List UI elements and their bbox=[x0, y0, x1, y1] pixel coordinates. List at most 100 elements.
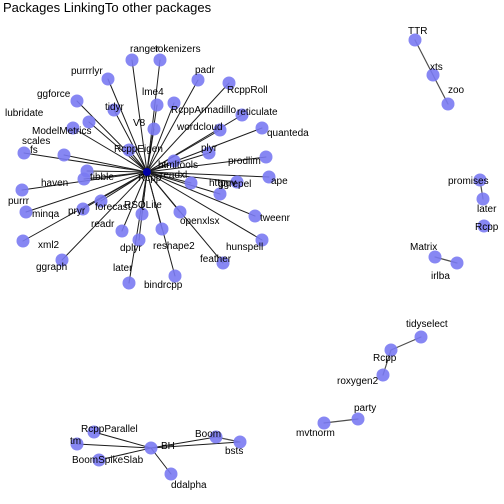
node-label-zoo: zoo bbox=[448, 85, 465, 96]
edge-Rcpp_main-lubridate bbox=[72, 127, 148, 173]
node-Rcpp_main bbox=[143, 168, 151, 176]
node-label-ggraph: ggraph bbox=[36, 262, 67, 273]
node-bsts bbox=[233, 435, 247, 449]
edge-Rcpp_main-V8 bbox=[146, 128, 155, 173]
node-label-purrr: purrr bbox=[8, 196, 30, 207]
node-label-reshape2: reshape2 bbox=[153, 241, 195, 252]
node-label-htmltools: htmltools bbox=[158, 160, 198, 171]
node-lme4 bbox=[150, 98, 164, 112]
node-label-readxl: readxl bbox=[160, 170, 187, 181]
edges-layer bbox=[21, 39, 484, 475]
node-label-plyr: plyr bbox=[201, 143, 218, 154]
node-promises bbox=[473, 173, 487, 187]
node-label-roxygen2: roxygen2 bbox=[337, 376, 379, 387]
node-label-lubridate: lubridate bbox=[5, 108, 44, 119]
node-label-ModelMetrics: ModelMetrics bbox=[32, 126, 91, 137]
edge-Rcpp_main-ggraph bbox=[61, 171, 148, 261]
edge-Rcpp_main-RcppArmadillo bbox=[146, 102, 175, 173]
node-roxygen2 bbox=[376, 368, 390, 382]
node-label-Rcpp_main: Rcpp bbox=[138, 173, 162, 184]
node-tm bbox=[70, 437, 84, 451]
edge-Rcpp_main-tidyr bbox=[113, 109, 148, 173]
node-ranger bbox=[125, 53, 139, 67]
node-fs bbox=[17, 146, 31, 160]
node-label-readr: readr bbox=[91, 219, 115, 230]
edge-Rcpp_main-tokenizers bbox=[146, 59, 161, 173]
node-readr bbox=[115, 224, 129, 238]
edge-Rcpp_main-scales bbox=[63, 154, 148, 173]
node-RcppParallel bbox=[87, 425, 101, 439]
node-label-TTR: TTR bbox=[408, 26, 427, 37]
node-label-dplyr: dplyr bbox=[120, 243, 142, 254]
node-ggforce bbox=[70, 94, 84, 108]
edge-Rcpp_main-later_main bbox=[128, 171, 148, 284]
edge-BH-bsts bbox=[150, 441, 241, 449]
node-later_b bbox=[476, 192, 490, 206]
node-TTR bbox=[408, 33, 422, 47]
node-V8 bbox=[147, 122, 161, 136]
node-label-RSQLite: RSQLite bbox=[124, 200, 162, 211]
node-feather bbox=[216, 256, 230, 270]
edge-Rcpp_main-ranger bbox=[131, 59, 148, 173]
node-label-haven: haven bbox=[41, 178, 68, 189]
edge-BH-BoomSpikeSlab bbox=[98, 447, 152, 461]
node-label-ddalpha: ddalpha bbox=[171, 480, 207, 491]
node-label-promises: promises bbox=[448, 176, 489, 187]
node-hunspell bbox=[255, 233, 269, 247]
node-scales bbox=[57, 148, 71, 162]
node-tokenizers bbox=[153, 53, 167, 67]
node-RcppArmadillo bbox=[167, 96, 181, 110]
node-RcppEigen bbox=[122, 143, 136, 157]
node-label-quanteda: quanteda bbox=[267, 128, 309, 139]
edge-Rcpp_main-tweenr bbox=[146, 171, 256, 217]
node-tidyr bbox=[107, 103, 121, 117]
node-bindrcpp bbox=[168, 269, 182, 283]
node-label-lme4: lme4 bbox=[142, 87, 164, 98]
node-ggrepel bbox=[213, 187, 227, 201]
edge-Rcpp_main-wordcloud bbox=[146, 129, 221, 173]
node-tidyselect bbox=[414, 330, 428, 344]
edge-Rcpp_main-ape bbox=[146, 171, 270, 178]
node-reshape2 bbox=[155, 222, 169, 236]
edge-Rcpp_main-readr bbox=[121, 171, 148, 232]
node-irlba bbox=[450, 256, 464, 270]
node-label-later_main: later bbox=[113, 263, 133, 274]
node-label-tibble: tibble bbox=[90, 172, 114, 183]
node-openxlsx bbox=[173, 205, 187, 219]
node-label-fs: fs bbox=[30, 145, 38, 156]
node-label-tweenr: tweenr bbox=[260, 213, 291, 224]
node-reticulate bbox=[235, 108, 249, 122]
node-Matrix bbox=[428, 250, 442, 264]
node-Boom bbox=[209, 430, 223, 444]
edge-Rcpp_main-purrrlyr bbox=[107, 78, 148, 173]
node-readxl bbox=[184, 176, 198, 190]
node-label-RcppEigen: RcppEigen bbox=[114, 144, 163, 155]
node-purrrlyr bbox=[101, 72, 115, 86]
node-ggraph bbox=[55, 253, 69, 267]
graph-title: Packages LinkingTo other packages bbox=[3, 0, 212, 15]
node-label-prodlim: prodlim bbox=[228, 156, 261, 167]
node-label-tidyr: tidyr bbox=[105, 102, 125, 113]
edge-BH-tm bbox=[76, 443, 152, 449]
node-Rcpp_b bbox=[477, 219, 491, 233]
node-forecast bbox=[94, 194, 108, 208]
node-label-openxlsx: openxlsx bbox=[180, 216, 219, 227]
node-label-pryr: pryr bbox=[68, 206, 86, 217]
node-label-tidyselect: tidyselect bbox=[406, 319, 448, 330]
edge-Rcpp_main-RcppRoll bbox=[146, 82, 230, 173]
node-label-BoomSpikeSlab: BoomSpikeSlab bbox=[72, 455, 144, 466]
node-minqa bbox=[19, 205, 33, 219]
edge-BH-Boom bbox=[150, 436, 217, 449]
node-httpuv bbox=[230, 175, 244, 189]
node-party bbox=[351, 412, 365, 426]
node-prodlim bbox=[259, 150, 273, 164]
node-tweenr bbox=[248, 209, 262, 223]
nodes-layer bbox=[15, 33, 491, 481]
node-label-Boom: Boom bbox=[195, 429, 221, 440]
node-label-Matrix: Matrix bbox=[410, 242, 437, 253]
node-label-Rcpp_b: Rcpp bbox=[475, 222, 499, 233]
edge-Rcpp_main-fs bbox=[23, 152, 148, 173]
edge-Rcpp_main-padr bbox=[146, 79, 199, 173]
node-label-tokenizers: tokenizers bbox=[155, 44, 201, 55]
